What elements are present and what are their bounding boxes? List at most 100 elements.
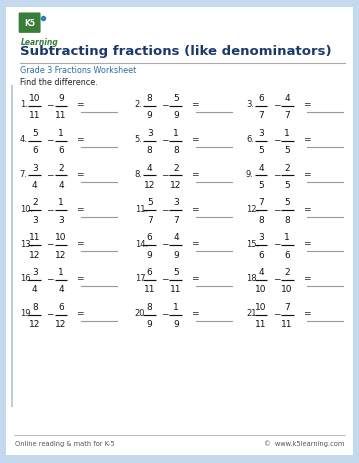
Text: 3: 3 <box>32 163 38 172</box>
Text: 1: 1 <box>284 233 290 242</box>
Text: 5: 5 <box>258 146 264 155</box>
Text: 6: 6 <box>58 146 64 155</box>
Text: 2: 2 <box>284 163 290 172</box>
Text: 1: 1 <box>173 302 179 311</box>
Text: =: = <box>303 169 310 179</box>
Text: 4: 4 <box>147 163 153 172</box>
Text: 7: 7 <box>258 111 264 120</box>
Text: 18.: 18. <box>246 274 259 283</box>
Text: 5: 5 <box>284 181 290 189</box>
Text: 8: 8 <box>147 94 153 103</box>
Text: 8: 8 <box>284 215 290 224</box>
Text: 3.: 3. <box>246 100 254 109</box>
Text: 12: 12 <box>29 250 41 259</box>
Text: 7: 7 <box>284 111 290 120</box>
Text: 8: 8 <box>258 215 264 224</box>
Text: =: = <box>191 100 199 109</box>
Text: −: − <box>162 308 169 318</box>
Text: 12: 12 <box>144 181 155 189</box>
Text: 20.: 20. <box>135 308 148 318</box>
Text: 12: 12 <box>170 181 182 189</box>
Text: 5: 5 <box>173 268 179 276</box>
Text: 3: 3 <box>58 215 64 224</box>
Text: −: − <box>47 204 54 213</box>
Text: 5: 5 <box>258 181 264 189</box>
Text: −: − <box>47 274 54 283</box>
Text: 6: 6 <box>258 250 264 259</box>
Text: =: = <box>191 239 199 248</box>
Text: =: = <box>191 135 199 144</box>
Text: 7: 7 <box>284 302 290 311</box>
Text: 4.: 4. <box>20 135 28 144</box>
Text: 3: 3 <box>173 198 179 207</box>
Text: 2: 2 <box>284 268 290 276</box>
Text: 12: 12 <box>55 250 67 259</box>
Text: 11: 11 <box>29 111 41 120</box>
Text: =: = <box>76 100 84 109</box>
Text: 13.: 13. <box>20 239 33 248</box>
Text: −: − <box>273 100 280 109</box>
Text: 3: 3 <box>258 129 264 138</box>
Text: −: − <box>273 274 280 283</box>
Text: =: = <box>303 239 310 248</box>
Text: 9: 9 <box>173 250 179 259</box>
Text: 16.: 16. <box>20 274 33 283</box>
Text: 6: 6 <box>147 268 153 276</box>
Text: 6.: 6. <box>246 135 254 144</box>
FancyBboxPatch shape <box>11 86 13 407</box>
Text: −: − <box>47 100 54 109</box>
Text: =: = <box>76 204 84 213</box>
Text: 14.: 14. <box>135 239 148 248</box>
Text: 21.: 21. <box>246 308 259 318</box>
Text: =: = <box>191 308 199 318</box>
Text: =: = <box>191 204 199 213</box>
FancyBboxPatch shape <box>19 13 41 34</box>
Text: 9: 9 <box>147 319 153 328</box>
Text: 9: 9 <box>58 94 64 103</box>
Text: 7: 7 <box>173 215 179 224</box>
Text: 1: 1 <box>173 129 179 138</box>
Text: 11: 11 <box>170 285 182 294</box>
Text: 10: 10 <box>255 302 267 311</box>
Text: 5: 5 <box>284 146 290 155</box>
Text: 3: 3 <box>32 268 38 276</box>
Text: −: − <box>273 239 280 248</box>
Text: 7: 7 <box>258 198 264 207</box>
Text: −: − <box>273 308 280 318</box>
Text: =: = <box>303 274 310 283</box>
Text: −: − <box>162 169 169 179</box>
Text: 5: 5 <box>284 198 290 207</box>
Text: Learning: Learning <box>20 38 58 47</box>
Text: 11: 11 <box>144 285 155 294</box>
Text: −: − <box>273 204 280 213</box>
Text: 6: 6 <box>284 250 290 259</box>
Text: 12: 12 <box>29 319 41 328</box>
Text: 11: 11 <box>255 319 267 328</box>
Text: 6: 6 <box>32 146 38 155</box>
Text: =: = <box>303 135 310 144</box>
Text: 10: 10 <box>29 94 41 103</box>
Text: 8: 8 <box>147 302 153 311</box>
Text: 3: 3 <box>32 215 38 224</box>
Text: 9: 9 <box>147 250 153 259</box>
Text: =: = <box>303 100 310 109</box>
Text: 2: 2 <box>58 163 64 172</box>
Text: 11: 11 <box>55 111 67 120</box>
Text: 19.: 19. <box>20 308 33 318</box>
Text: =: = <box>191 169 199 179</box>
Text: 4: 4 <box>258 163 264 172</box>
Text: −: − <box>47 308 54 318</box>
Text: 6: 6 <box>147 233 153 242</box>
Text: Subtracting fractions (like denominators): Subtracting fractions (like denominators… <box>20 45 331 58</box>
Text: 9: 9 <box>173 319 179 328</box>
Text: Online reading & math for K-5: Online reading & math for K-5 <box>15 440 115 445</box>
Text: 10.: 10. <box>20 204 33 213</box>
Text: =: = <box>303 204 310 213</box>
Text: 8: 8 <box>173 146 179 155</box>
Text: 1: 1 <box>58 129 64 138</box>
Text: Grade 3 Fractions Worksheet: Grade 3 Fractions Worksheet <box>20 66 136 75</box>
Text: 7: 7 <box>147 215 153 224</box>
Text: 10: 10 <box>55 233 67 242</box>
Text: 17.: 17. <box>135 274 148 283</box>
Text: −: − <box>162 100 169 109</box>
